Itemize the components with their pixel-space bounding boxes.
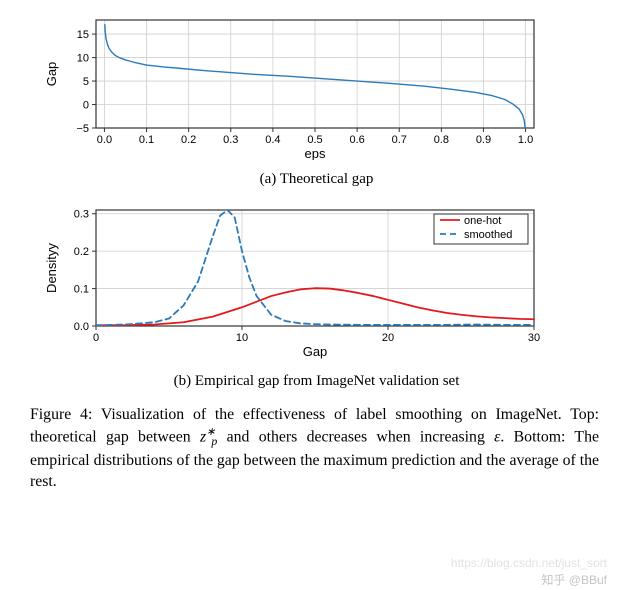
caption-body-2: and others decreases when increasing [217, 428, 494, 445]
bottom-subcaption: (b) Empirical gap from ImageNet validati… [30, 373, 603, 390]
svg-text:20: 20 [382, 332, 394, 344]
svg-text:5: 5 [83, 76, 89, 88]
svg-text:0.7: 0.7 [392, 134, 407, 146]
svg-text:0.8: 0.8 [434, 134, 449, 146]
svg-text:10: 10 [236, 332, 248, 344]
svg-text:0: 0 [93, 332, 99, 344]
svg-text:−5: −5 [76, 123, 89, 135]
figure-page: 0.0 0.1 0.2 0.3 0.4 0.5 0.6 0.7 0.8 0.9 1.0 −5 0 5 10 1… [0, 0, 625, 590]
svg-text:1.0: 1.0 [518, 134, 533, 146]
svg-text:eps: eps [305, 146, 326, 160]
empirical-gap-chart: 0 10 20 30 0.0 0.1 0.2 0.3 Gap Densityy one-hot smo… [30, 202, 550, 362]
svg-text:0.5: 0.5 [307, 134, 322, 146]
theoretical-gap-chart: 0.0 0.1 0.2 0.3 0.4 0.5 0.6 0.7 0.8 0.9 1.0 −5 0 5 10 1… [30, 10, 550, 160]
svg-text:30: 30 [528, 332, 540, 344]
svg-text:0: 0 [83, 100, 89, 112]
svg-text:Gap: Gap [303, 344, 328, 359]
svg-text:0.2: 0.2 [181, 134, 196, 146]
svg-text:15: 15 [77, 29, 89, 41]
svg-text:smoothed: smoothed [464, 229, 512, 241]
svg-text:0.4: 0.4 [265, 134, 280, 146]
svg-text:0.3: 0.3 [74, 209, 89, 221]
top-chart-container: 0.0 0.1 0.2 0.3 0.4 0.5 0.6 0.7 0.8 0.9 1.0 −5 0 5 10 1… [30, 10, 603, 165]
bottom-chart-container: 0 10 20 30 0.0 0.1 0.2 0.3 Gap Densityy one-hot smo… [30, 202, 603, 367]
svg-text:0.1: 0.1 [139, 134, 154, 146]
top-subcaption: (a) Theoretical gap [30, 171, 603, 188]
watermark-faint: https://blog.csdn.net/just_sort [451, 556, 607, 570]
svg-text:0.3: 0.3 [223, 134, 238, 146]
caption-prefix: Figure 4: [30, 406, 101, 423]
svg-text:0.2: 0.2 [74, 246, 89, 258]
svg-text:0.9: 0.9 [476, 134, 491, 146]
watermark-main: 知乎 @BBuf [541, 571, 607, 588]
svg-text:Gap: Gap [44, 62, 59, 87]
svg-text:0.1: 0.1 [74, 284, 89, 296]
svg-text:0.0: 0.0 [74, 321, 89, 333]
svg-text:one-hot: one-hot [464, 215, 501, 227]
figure-caption: Figure 4: Visualization of the effective… [30, 404, 603, 492]
svg-text:0.6: 0.6 [349, 134, 364, 146]
svg-text:Densityy: Densityy [44, 243, 59, 293]
svg-text:10: 10 [77, 53, 89, 65]
svg-text:0.0: 0.0 [97, 134, 112, 146]
